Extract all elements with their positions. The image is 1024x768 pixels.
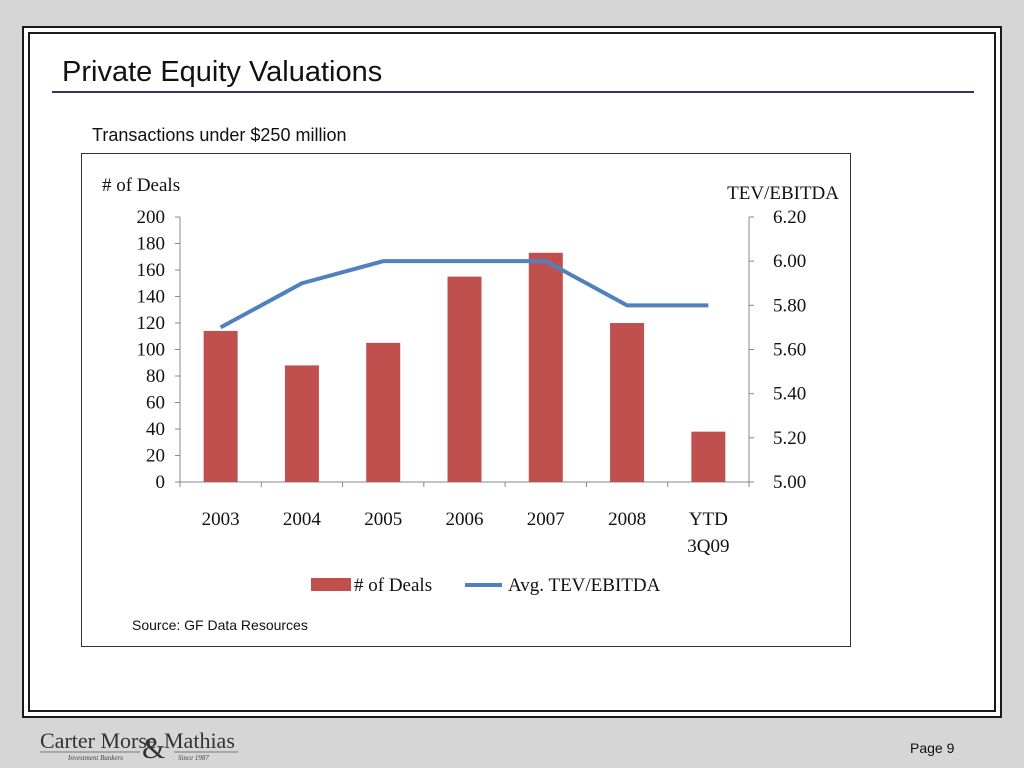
- y-left-axis-title: # of Deals: [102, 175, 180, 196]
- carter-morse-mathias-logo: Carter Morse & Mathias Investment Banker…: [40, 728, 238, 764]
- x-category-label: 2004: [283, 509, 322, 530]
- bar: [691, 431, 726, 482]
- bar: [203, 330, 238, 482]
- legend-label-tev: Avg. TEV/EBITDA: [508, 575, 661, 596]
- y-left-tick-label: 120: [137, 313, 166, 334]
- y-right-tick-label: 5.00: [773, 472, 806, 493]
- y-right-tick-label: 5.60: [773, 340, 806, 361]
- y-right-tick-label: 5.40: [773, 384, 806, 405]
- logo-tagline-left: Investment Bankers: [67, 754, 123, 762]
- legend-label-deals: # of Deals: [354, 575, 432, 596]
- y-left-tick-label: 200: [137, 207, 166, 228]
- title-rule: [52, 91, 974, 93]
- y-right-axis-title: TEV/EBITDA: [727, 183, 839, 204]
- y-left-tick-label: 100: [137, 340, 166, 361]
- chart-subtitle: Transactions under $250 million: [92, 125, 347, 145]
- y-left-tick-label: 80: [146, 366, 165, 387]
- y-right-tick-label: 5.20: [773, 428, 806, 449]
- x-category-label: 2005: [364, 509, 402, 530]
- y-left-tick-label: 180: [137, 234, 166, 255]
- x-category-label: 2003: [202, 509, 240, 530]
- combo-chart: 0 20 40 60 80 100 120 140 160 180 200 5.00 5.20 5.40 5…: [102, 175, 839, 596]
- page-title: Private Equity Valuations: [62, 56, 383, 88]
- logo-ampersand: &: [142, 732, 165, 764]
- x-category-label: 3Q09: [687, 536, 729, 557]
- bar: [284, 365, 319, 482]
- y-right-tick-label: 6.00: [773, 251, 806, 272]
- chart-container: 0 20 40 60 80 100 120 140 160 180 200 5.00 5.20 5.40 5…: [81, 153, 851, 647]
- x-category-label: 2008: [608, 509, 646, 530]
- y-left-tick-label: 60: [146, 393, 165, 414]
- y-left-tick-label: 160: [137, 260, 166, 281]
- y-left-tick-label: 40: [146, 419, 165, 440]
- y-left-tick-label: 20: [146, 446, 165, 467]
- legend-swatch-bar: [311, 578, 351, 591]
- page-number: Page 9: [910, 740, 955, 756]
- y-right-tick-label: 6.20: [773, 207, 806, 228]
- y-left-tick-label: 0: [156, 472, 166, 493]
- series-line: [219, 259, 709, 330]
- logo-text-right: Mathias: [164, 728, 235, 753]
- source-note: Source: GF Data Resources: [132, 617, 308, 633]
- x-category-label: 2006: [446, 509, 484, 530]
- bar: [528, 252, 563, 482]
- logo-text-left: Carter Morse: [40, 728, 157, 753]
- bar: [447, 276, 482, 482]
- x-category-label: 2007: [527, 509, 565, 530]
- y-right-tick-label: 5.80: [773, 295, 806, 316]
- y-left-tick-label: 140: [137, 287, 166, 308]
- x-category-label: YTD: [689, 509, 728, 530]
- bar: [366, 342, 401, 482]
- logo-tagline-right: Since 1987: [178, 754, 209, 762]
- bar: [610, 323, 645, 482]
